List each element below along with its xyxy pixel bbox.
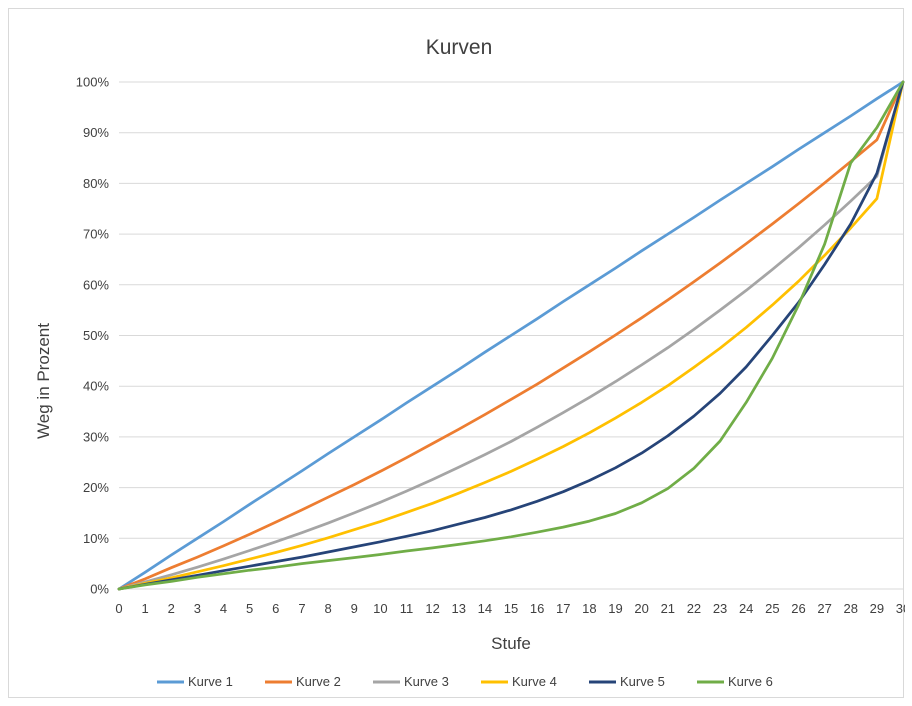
x-tick-label: 13 <box>451 601 465 616</box>
x-tick-label: 21 <box>661 601 675 616</box>
x-tick-labels: 0 1 2 3 4 5 6 7 8 9 10 11 12 13 14 15 16 17 18 19 20 21 22 23 24… <box>115 601 905 616</box>
legend-label: Kurve 5 <box>620 674 665 689</box>
x-tick-label: 15 <box>504 601 518 616</box>
legend-item: Kurve 3 <box>373 674 449 689</box>
legend-label: Kurve 2 <box>296 674 341 689</box>
legend-label: Kurve 1 <box>188 674 233 689</box>
y-axis-label: Weg in Prozent <box>34 323 53 439</box>
y-tick-label: 20% <box>83 480 109 495</box>
line-chart: Kurven 0%10%20%30%40%50%60%70%80%90%100%… <box>34 36 905 689</box>
x-tick-label: 10 <box>373 601 387 616</box>
x-tick-label: 1 <box>142 601 149 616</box>
x-tick-label: 18 <box>582 601 596 616</box>
x-tick-label: 25 <box>765 601 779 616</box>
y-tick-label: 60% <box>83 277 109 292</box>
legend-label: Kurve 6 <box>728 674 773 689</box>
series-line-kurve-5 <box>117 80 905 591</box>
x-tick-label: 7 <box>298 601 305 616</box>
series-lines <box>117 80 905 591</box>
series-line-kurve-2 <box>117 80 905 591</box>
y-tick-label: 50% <box>83 328 109 343</box>
x-tick-label: 11 <box>400 601 414 616</box>
x-tick-label: 24 <box>739 601 753 616</box>
y-tick-label: 100% <box>76 75 110 90</box>
x-tick-label: 12 <box>425 601 439 616</box>
y-tick-labels: 0% 10% 20% 30% 40% 50% 60% 70% 80% 90% 100% <box>76 75 110 597</box>
x-axis-label: Stufe <box>491 634 531 653</box>
x-tick-label: 3 <box>194 601 201 616</box>
legend-item: Kurve 1 <box>157 674 233 689</box>
y-tick-label: 0% <box>90 582 109 597</box>
series-line-kurve-6 <box>117 80 905 591</box>
x-tick-label: 5 <box>246 601 253 616</box>
x-tick-label: 17 <box>556 601 570 616</box>
x-tick-label: 29 <box>870 601 884 616</box>
legend-label: Kurve 4 <box>512 674 557 689</box>
series-line-kurve-4 <box>117 80 905 591</box>
chart-frame: Kurven 0% 10% 20% 30% 40% 50% 60% 70% 80% 90% 100%… <box>8 8 905 698</box>
x-tick-label: 27 <box>817 601 831 616</box>
x-tick-label: 26 <box>791 601 805 616</box>
x-tick-label: 28 <box>843 601 857 616</box>
x-tick-label: 9 <box>351 601 358 616</box>
legend: Kurve 1 Kurve 2 Kurve 3 Kurve 4 Kurve 5 Kurve… <box>157 674 773 689</box>
legend-item: Kurve 2 <box>265 674 341 689</box>
y-tick-label: 30% <box>83 429 109 444</box>
y-tick-label: 80% <box>83 176 109 191</box>
x-tick-label: 0 <box>115 601 122 616</box>
x-tick-label: 6 <box>272 601 279 616</box>
legend-item: Kurve 4 <box>481 674 557 689</box>
x-tick-label: 8 <box>324 601 331 616</box>
legend-item: Kurve 5 <box>589 674 665 689</box>
legend-label: Kurve 3 <box>404 674 449 689</box>
y-tick-label: 10% <box>83 531 109 546</box>
y-tick-label: 70% <box>83 227 109 242</box>
x-tick-label: 20 <box>634 601 648 616</box>
x-tick-label: 23 <box>713 601 727 616</box>
x-tick-label: 19 <box>608 601 622 616</box>
x-tick-label: 30 <box>896 601 905 616</box>
y-tick-label: 40% <box>83 379 109 394</box>
x-tick-label: 14 <box>478 601 492 616</box>
chart-title: Kurven <box>426 36 493 59</box>
x-tick-label: 16 <box>530 601 544 616</box>
x-tick-label: 22 <box>687 601 701 616</box>
x-tick-label: 2 <box>168 601 175 616</box>
series-line-kurve-3 <box>117 80 905 591</box>
y-tick-label: 90% <box>83 125 109 140</box>
x-tick-label: 4 <box>220 601 227 616</box>
legend-item: Kurve 6 <box>697 674 773 689</box>
series-line-kurve-1 <box>117 80 905 591</box>
